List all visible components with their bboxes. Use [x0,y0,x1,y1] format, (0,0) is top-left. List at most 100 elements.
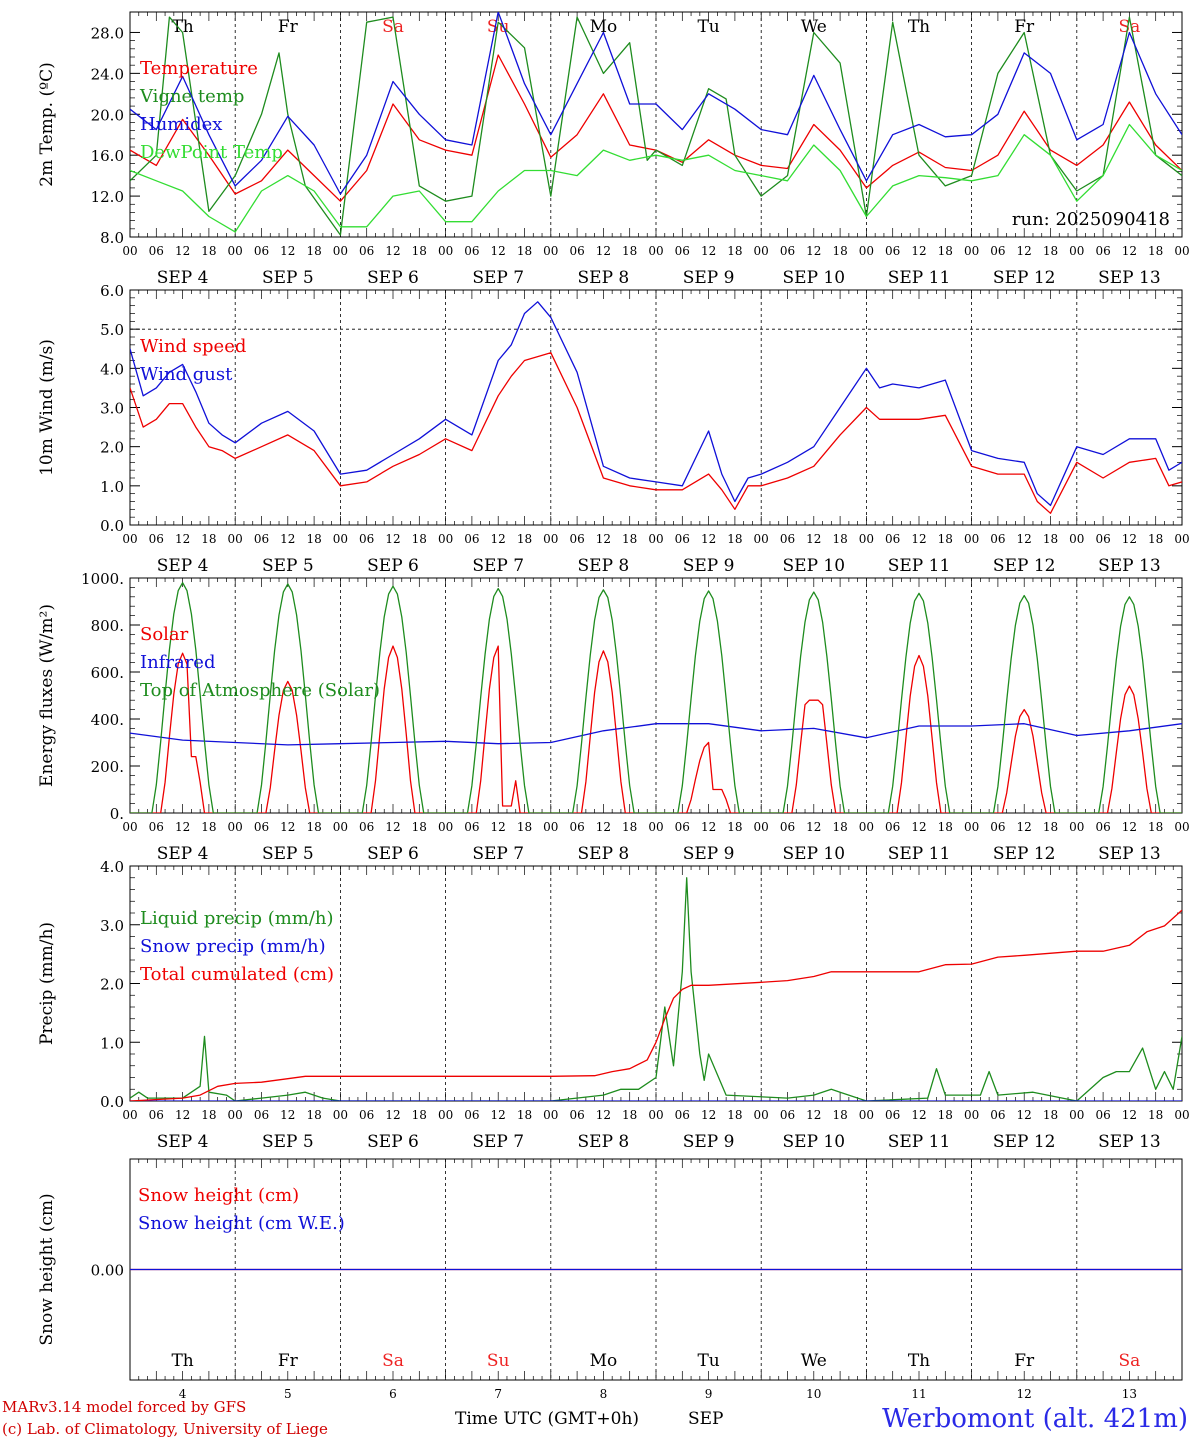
date-label: SEP 7 [472,1132,524,1152]
day-name-label: Fr [278,17,299,37]
hour-tick-label: 18 [412,244,427,258]
hour-tick-label: 00 [859,1108,874,1122]
hour-tick-label: 00 [438,244,453,258]
hour-tick-label: 18 [622,820,637,834]
hour-tick-label: 12 [385,244,400,258]
day-name-label: Su [487,1351,510,1371]
hour-tick-label: 12 [911,820,926,834]
legend-entry: Total cumulated (cm) [140,964,334,985]
hour-tick-label: 18 [412,532,427,546]
hour-tick-label: 12 [175,820,190,834]
date-label: SEP 8 [578,1132,630,1152]
hour-tick-label: 12 [175,532,190,546]
date-label: SEP 9 [683,1132,735,1152]
hour-tick-label: 00 [754,532,769,546]
hour-tick-label: 00 [754,1108,769,1122]
panel-frame [129,11,1183,238]
y-axis-title: 10m Wind (m/s) [37,339,57,476]
date-label: SEP 9 [683,556,735,576]
hour-tick-label: 00 [333,820,348,834]
legend-entry: Temperature [140,58,258,79]
date-label: SEP 8 [578,844,630,864]
hour-tick-label: 00 [228,244,243,258]
day-name-label: Th [171,17,193,37]
series-group [130,582,1182,813]
hour-tick-label: 00 [543,532,558,546]
hour-tick-label: 00 [122,1108,137,1122]
day-name-label: Tu [697,1351,719,1371]
hour-tick-label: 00 [1174,532,1189,546]
time-axis-title: Time UTC (GMT+0h) [455,1409,639,1429]
hour-tick-label: 06 [464,532,479,546]
hour-tick-label: 18 [306,532,321,546]
day-number-label: 8 [600,1387,608,1401]
legend-entry: Wind speed [140,336,246,357]
hour-tick-label: 18 [517,1108,532,1122]
hour-tick-label: 06 [990,820,1005,834]
y-tick-label: 4.0 [100,858,124,876]
hour-tick-label: 00 [543,244,558,258]
date-label: SEP 6 [367,1132,419,1152]
y-axis-title: 2m Temp. (ºC) [37,62,57,187]
hour-tick-label: 00 [1069,244,1084,258]
day-name-label: Su [487,17,510,37]
hour-tick-label: 18 [306,1108,321,1122]
copyright-credit: (c) Lab. of Climatology, University of L… [2,1420,328,1438]
hour-tick-label: 06 [569,820,584,834]
hour-tick-label: 06 [1095,244,1110,258]
day-name-label: Fr [1014,1351,1035,1371]
hour-tick-label: 12 [1122,532,1137,546]
date-label: SEP 12 [993,844,1056,864]
y-tick-label: 5.0 [100,321,124,339]
hour-tick-label: 06 [149,532,164,546]
day-name-label: Fr [1014,17,1035,37]
day-name-label: We [801,17,827,37]
panel-temperature: 8.0 12.0 16.0 20.0 24.0 28.0 2m Temp. (ºC) 00 06… [37,11,1190,288]
series-line [130,123,1182,233]
y-tick-label: 8.0 [100,229,124,247]
hour-tick-label: 18 [1148,532,1163,546]
y-axis-title: Energy fluxes (W/m²) [37,604,57,787]
y-tick-label: 6.0 [100,282,124,300]
hour-tick-label: 12 [806,1108,821,1122]
panel-energy: 0. 200. 400. 600. 800. 1000. Energy fluxes (W/… [37,570,1190,864]
hour-tick-label: 18 [727,820,742,834]
hour-tick-label: 18 [201,532,216,546]
hour-tick-label: 12 [596,820,611,834]
day-name-label: Sa [382,17,404,37]
date-label: SEP 4 [157,844,209,864]
legend-entry: Snow height (cm W.E.) [138,1213,345,1234]
hour-tick-label: 00 [543,1108,558,1122]
hour-tick-label: 06 [254,1108,269,1122]
model-credit: MARv3.14 model forced by GFS [2,1398,246,1416]
legend-entry: Snow height (cm) [138,1185,299,1206]
hour-tick-label: 06 [885,1108,900,1122]
y-tick-label: 0.0 [100,517,124,535]
hour-tick-label: 06 [569,532,584,546]
hour-tick-label: 18 [832,820,847,834]
hour-tick-label: 12 [280,532,295,546]
date-label: SEP 6 [367,844,419,864]
hour-tick-label: 12 [596,532,611,546]
date-label: SEP 11 [888,844,951,864]
hour-tick-label: 18 [832,1108,847,1122]
y-axis-title: Snow height (cm) [37,1193,57,1345]
hour-tick-label: 06 [1095,1108,1110,1122]
hour-tick-label: 18 [1043,532,1058,546]
date-label: SEP 5 [262,556,314,576]
hour-tick-label: 18 [517,244,532,258]
legend-entry: DewPoint Temp [140,142,283,163]
date-label: SEP 9 [683,844,735,864]
hour-tick-label: 06 [885,244,900,258]
hour-tick-label: 06 [1095,820,1110,834]
date-label: SEP 13 [1098,556,1161,576]
hour-tick-label: 12 [1122,820,1137,834]
hour-tick-label: 12 [596,244,611,258]
hour-tick-label: 18 [1043,820,1058,834]
hour-tick-label: 12 [911,244,926,258]
day-number-label: 6 [389,1387,397,1401]
day-name-label: Sa [1119,17,1141,37]
hour-tick-label: 06 [464,244,479,258]
hour-tick-label: 12 [806,244,821,258]
hour-tick-label: 18 [517,532,532,546]
